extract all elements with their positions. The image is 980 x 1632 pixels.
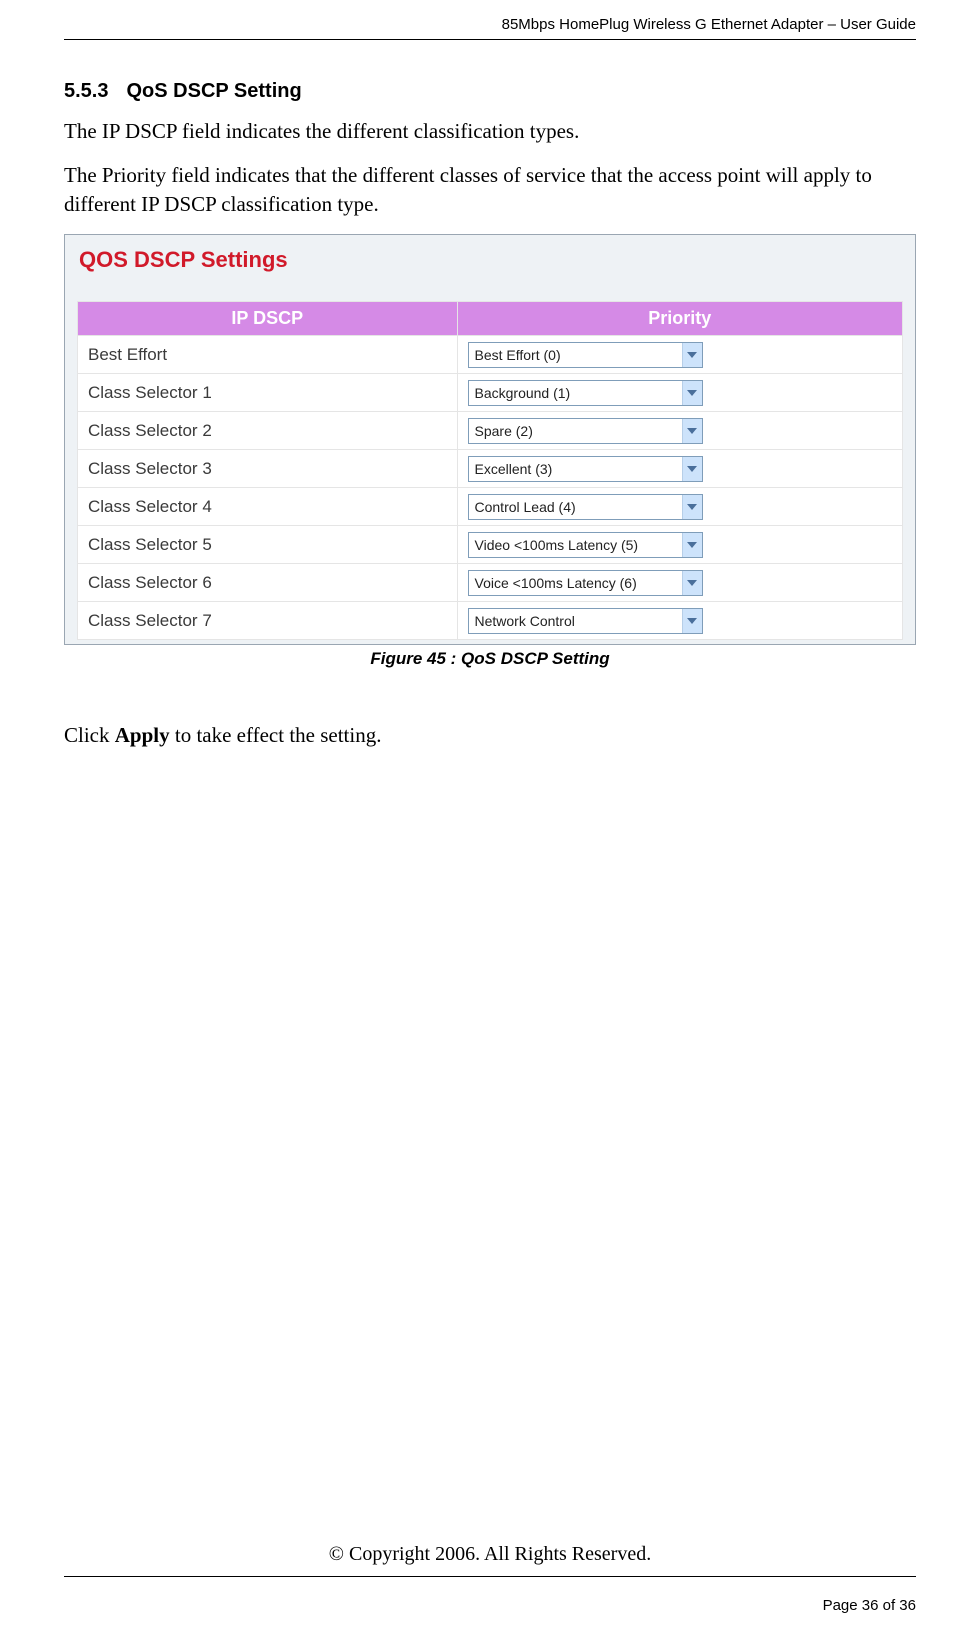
chevron-down-icon: [682, 419, 702, 443]
paragraph-2: The Priority field indicates that the di…: [64, 161, 916, 218]
figure-panel-title: QOS DSCP Settings: [79, 247, 903, 273]
priority-select[interactable]: Video <100ms Latency (5): [468, 532, 703, 558]
apply-post: to take effect the setting.: [170, 723, 382, 747]
chevron-down-icon: [682, 343, 702, 367]
priority-cell: Best Effort (0): [457, 336, 903, 374]
dscp-label: Class Selector 1: [78, 374, 458, 412]
footer-copyright: © Copyright 2006. All Rights Reserved.: [64, 1543, 916, 1566]
chevron-down-icon: [682, 609, 702, 633]
dscp-table: IP DSCP Priority Best Effort Best Effort …: [77, 301, 903, 640]
col-header-ip-dscp: IP DSCP: [78, 302, 458, 336]
priority-select-value: Video <100ms Latency (5): [475, 537, 639, 553]
priority-select-value: Control Lead (4): [475, 499, 576, 515]
doc-header-title: 85Mbps HomePlug Wireless G Ethernet Adap…: [64, 16, 916, 39]
header-divider: [64, 39, 916, 40]
paragraph-1: The IP DSCP field indicates the differen…: [64, 117, 916, 145]
priority-select[interactable]: Network Control: [468, 608, 703, 634]
apply-pre: Click: [64, 723, 115, 747]
priority-cell: Background (1): [457, 374, 903, 412]
table-row: Class Selector 4 Control Lead (4): [78, 488, 903, 526]
priority-cell: Voice <100ms Latency (6): [457, 564, 903, 602]
table-row: Class Selector 1 Background (1): [78, 374, 903, 412]
priority-select-value: Voice <100ms Latency (6): [475, 575, 637, 591]
section-number: 5.5.3: [64, 80, 108, 103]
priority-select-value: Background (1): [475, 385, 571, 401]
col-header-priority: Priority: [457, 302, 903, 336]
priority-select-value: Excellent (3): [475, 461, 553, 477]
apply-instruction: Click Apply to take effect the setting.: [64, 723, 916, 748]
figure-panel: QOS DSCP Settings IP DSCP Priority Best …: [64, 234, 916, 645]
priority-select[interactable]: Voice <100ms Latency (6): [468, 570, 703, 596]
table-row: Class Selector 2 Spare (2): [78, 412, 903, 450]
chevron-down-icon: [682, 495, 702, 519]
priority-cell: Control Lead (4): [457, 488, 903, 526]
dscp-label: Class Selector 3: [78, 450, 458, 488]
chevron-down-icon: [682, 533, 702, 557]
priority-cell: Spare (2): [457, 412, 903, 450]
dscp-label: Class Selector 6: [78, 564, 458, 602]
priority-select[interactable]: Background (1): [468, 380, 703, 406]
table-row: Class Selector 5 Video <100ms Latency (5): [78, 526, 903, 564]
figure-caption: Figure 45 : QoS DSCP Setting: [64, 649, 916, 669]
priority-cell: Network Control: [457, 602, 903, 640]
chevron-down-icon: [682, 381, 702, 405]
table-row: Class Selector 3 Excellent (3): [78, 450, 903, 488]
dscp-label: Class Selector 4: [78, 488, 458, 526]
footer-page-number: Page 36 of 36: [64, 1597, 916, 1614]
table-row: Class Selector 7 Network Control: [78, 602, 903, 640]
apply-bold: Apply: [115, 723, 170, 747]
footer-divider: [64, 1576, 916, 1577]
dscp-label: Class Selector 2: [78, 412, 458, 450]
priority-select-value: Network Control: [475, 613, 575, 629]
priority-cell: Excellent (3): [457, 450, 903, 488]
dscp-label: Best Effort: [78, 336, 458, 374]
priority-select-value: Best Effort (0): [475, 347, 561, 363]
priority-cell: Video <100ms Latency (5): [457, 526, 903, 564]
priority-select[interactable]: Control Lead (4): [468, 494, 703, 520]
chevron-down-icon: [682, 457, 702, 481]
priority-select[interactable]: Spare (2): [468, 418, 703, 444]
priority-select-value: Spare (2): [475, 423, 533, 439]
priority-select[interactable]: Best Effort (0): [468, 342, 703, 368]
table-row: Best Effort Best Effort (0): [78, 336, 903, 374]
dscp-label: Class Selector 7: [78, 602, 458, 640]
chevron-down-icon: [682, 571, 702, 595]
table-row: Class Selector 6 Voice <100ms Latency (6): [78, 564, 903, 602]
dscp-label: Class Selector 5: [78, 526, 458, 564]
section-title: QoS DSCP Setting: [126, 80, 301, 103]
priority-select[interactable]: Excellent (3): [468, 456, 703, 482]
